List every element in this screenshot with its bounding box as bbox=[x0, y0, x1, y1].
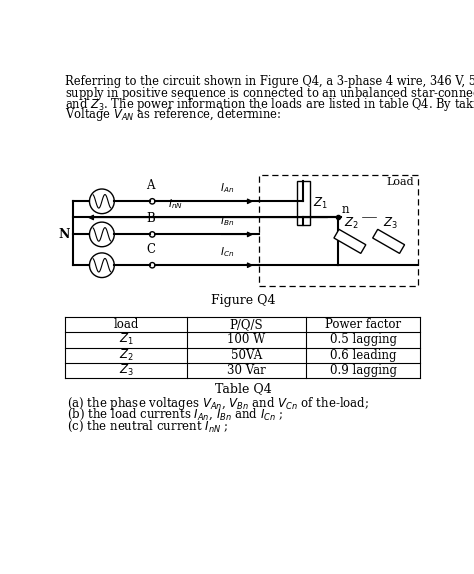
Text: supply in positive sequence is connected to an unbalanced star-connected loads $: supply in positive sequence is connected… bbox=[65, 86, 474, 102]
Text: $Z_2$: $Z_2$ bbox=[344, 215, 359, 231]
Text: N: N bbox=[59, 228, 70, 241]
Text: (b) the load currents $I_{An}$, $I_{Bn}$ and $I_{Cn}$ ;: (b) the load currents $I_{An}$, $I_{Bn}$… bbox=[67, 407, 283, 422]
Text: $I_{Cn}$: $I_{Cn}$ bbox=[219, 245, 234, 259]
Text: 50VA: 50VA bbox=[231, 349, 262, 362]
Text: 100 W: 100 W bbox=[228, 333, 265, 347]
Text: $I_{nN}$: $I_{nN}$ bbox=[168, 197, 182, 211]
Text: 30 Var: 30 Var bbox=[227, 364, 266, 377]
Text: $Z_3$: $Z_3$ bbox=[119, 363, 134, 378]
Bar bbox=[259, 175, 418, 286]
Text: load: load bbox=[114, 318, 139, 331]
Text: 0.6 leading: 0.6 leading bbox=[330, 349, 396, 362]
Text: $Z_1$: $Z_1$ bbox=[313, 196, 328, 211]
Text: (c) the neutral current $I_{nN}$ ;: (c) the neutral current $I_{nN}$ ; bbox=[67, 418, 228, 434]
Text: Figure Q4: Figure Q4 bbox=[210, 294, 275, 307]
Text: C: C bbox=[146, 243, 155, 256]
Text: 0.9 lagging: 0.9 lagging bbox=[329, 364, 397, 377]
Text: Table Q4: Table Q4 bbox=[215, 382, 271, 395]
Text: P/Q/S: P/Q/S bbox=[229, 318, 263, 331]
Text: n: n bbox=[341, 203, 349, 216]
Text: $Z_3$: $Z_3$ bbox=[383, 215, 398, 231]
Circle shape bbox=[149, 199, 155, 204]
Text: $I_{An}$: $I_{An}$ bbox=[219, 181, 234, 195]
Circle shape bbox=[149, 232, 155, 237]
Text: (a) the phase voltages $V_{An}$, $V_{Bn}$ and $V_{Cn}$ of the-load;: (a) the phase voltages $V_{An}$, $V_{Bn}… bbox=[67, 395, 369, 412]
Bar bbox=[297, 181, 310, 225]
Text: $Z_1$: $Z_1$ bbox=[119, 332, 134, 347]
Text: Voltage $V_{AN}$ as reference, determine:: Voltage $V_{AN}$ as reference, determine… bbox=[65, 106, 282, 123]
Text: Power factor: Power factor bbox=[325, 318, 401, 331]
Text: 0.5 lagging: 0.5 lagging bbox=[329, 333, 397, 347]
Text: $Z_2$: $Z_2$ bbox=[119, 348, 134, 363]
Circle shape bbox=[149, 262, 155, 268]
Polygon shape bbox=[334, 230, 366, 253]
Text: Referring to the circuit shown in Figure Q4, a 3-phase 4 wire, 346 V, 50 Hz powe: Referring to the circuit shown in Figure… bbox=[65, 75, 474, 88]
Text: B: B bbox=[146, 212, 155, 225]
Polygon shape bbox=[373, 230, 405, 253]
Text: and $Z_3$. The power information the loads are listed in table Q4. By taking the: and $Z_3$. The power information the loa… bbox=[65, 96, 474, 113]
Text: Load: Load bbox=[387, 177, 414, 188]
Text: $I_{Bn}$: $I_{Bn}$ bbox=[219, 215, 234, 228]
Text: A: A bbox=[146, 179, 155, 192]
